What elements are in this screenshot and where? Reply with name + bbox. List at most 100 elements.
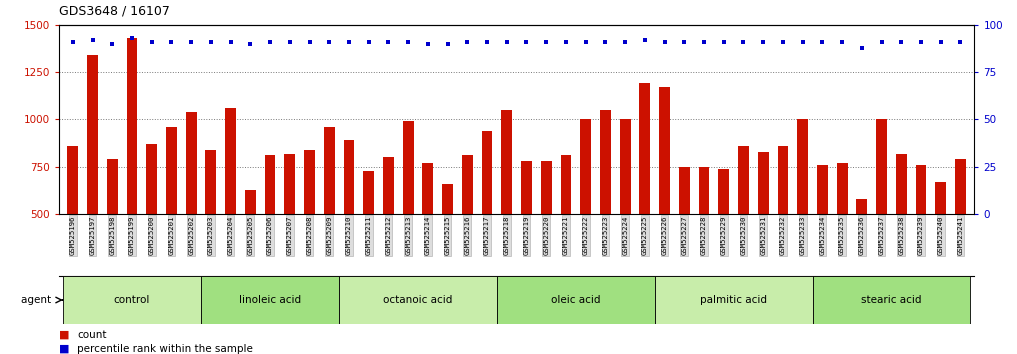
Bar [541, 161, 551, 309]
Bar [797, 119, 809, 309]
Bar [640, 84, 650, 309]
Point [479, 39, 495, 45]
Point [301, 39, 317, 45]
Text: percentile rank within the sample: percentile rank within the sample [77, 344, 253, 354]
Text: GSM525201: GSM525201 [169, 215, 175, 255]
Text: GSM525229: GSM525229 [721, 215, 727, 255]
Point [815, 39, 831, 45]
Bar [600, 110, 611, 309]
Bar [758, 152, 769, 309]
Point [637, 37, 653, 43]
Point [755, 39, 771, 45]
Bar [718, 169, 729, 309]
Bar [619, 119, 631, 309]
Bar [323, 127, 335, 309]
Point [262, 39, 279, 45]
Bar [813, 276, 970, 324]
Text: GSM525213: GSM525213 [405, 215, 411, 255]
Bar [126, 38, 137, 309]
Point [439, 41, 456, 46]
Point [202, 39, 219, 45]
Text: ■: ■ [59, 330, 73, 339]
Text: GSM525237: GSM525237 [879, 215, 885, 255]
Bar [201, 276, 339, 324]
Text: GSM525216: GSM525216 [465, 215, 470, 255]
Text: GSM525206: GSM525206 [267, 215, 273, 255]
Bar [344, 140, 354, 309]
Bar [166, 127, 177, 309]
Bar [285, 154, 295, 309]
Text: GSM525228: GSM525228 [701, 215, 707, 255]
Bar [186, 112, 196, 309]
Bar [67, 146, 78, 309]
Bar [442, 184, 453, 309]
Text: GSM525236: GSM525236 [858, 215, 864, 255]
Text: count: count [77, 330, 107, 339]
Text: GSM525220: GSM525220 [543, 215, 549, 255]
Point [874, 39, 890, 45]
Point [242, 41, 258, 46]
Point [794, 39, 811, 45]
Bar [264, 155, 276, 309]
Text: GSM525231: GSM525231 [761, 215, 766, 255]
Text: GSM525217: GSM525217 [484, 215, 490, 255]
Point [617, 39, 634, 45]
Point [716, 39, 732, 45]
Text: palmitic acid: palmitic acid [700, 295, 767, 305]
Bar [87, 55, 98, 309]
Text: GSM525198: GSM525198 [109, 215, 115, 255]
Bar [560, 155, 572, 309]
Point [341, 39, 357, 45]
Text: control: control [114, 295, 151, 305]
Text: linoleic acid: linoleic acid [239, 295, 301, 305]
Bar [817, 165, 828, 309]
Text: stearic acid: stearic acid [861, 295, 921, 305]
Text: GSM525227: GSM525227 [681, 215, 687, 255]
Point [597, 39, 613, 45]
Point [933, 39, 949, 45]
Point [282, 39, 298, 45]
Text: GSM525199: GSM525199 [129, 215, 135, 255]
Bar [896, 154, 907, 309]
Text: GSM525238: GSM525238 [898, 215, 904, 255]
Bar [403, 121, 414, 309]
Point [519, 39, 535, 45]
Text: GSM525233: GSM525233 [799, 215, 805, 255]
Bar [245, 189, 255, 309]
Text: GSM525241: GSM525241 [957, 215, 963, 255]
Text: GSM525197: GSM525197 [89, 215, 96, 255]
Text: GSM525200: GSM525200 [148, 215, 155, 255]
Point [84, 37, 101, 43]
Text: GSM525215: GSM525215 [444, 215, 451, 255]
Text: GSM525234: GSM525234 [820, 215, 826, 255]
Text: GSM525218: GSM525218 [503, 215, 510, 255]
Bar [679, 167, 690, 309]
Text: GSM525222: GSM525222 [583, 215, 589, 255]
Text: octanoic acid: octanoic acid [383, 295, 453, 305]
Bar [738, 146, 749, 309]
Text: GDS3648 / 16107: GDS3648 / 16107 [59, 4, 170, 17]
Bar [778, 146, 788, 309]
Point [65, 39, 81, 45]
Text: GSM525202: GSM525202 [188, 215, 194, 255]
Point [380, 39, 397, 45]
Text: ■: ■ [59, 344, 73, 354]
Bar [936, 182, 946, 309]
Bar [837, 163, 847, 309]
Bar [915, 165, 926, 309]
Text: GSM525210: GSM525210 [346, 215, 352, 255]
Point [460, 39, 476, 45]
Point [321, 39, 338, 45]
Bar [462, 155, 473, 309]
Point [124, 35, 140, 41]
Point [104, 41, 120, 46]
Bar [383, 157, 394, 309]
Text: GSM525225: GSM525225 [642, 215, 648, 255]
Text: GSM525224: GSM525224 [622, 215, 629, 255]
Text: GSM525203: GSM525203 [207, 215, 214, 255]
Text: GSM525212: GSM525212 [385, 215, 392, 255]
Text: GSM525232: GSM525232 [780, 215, 786, 255]
Point [893, 39, 909, 45]
Text: GSM525208: GSM525208 [306, 215, 312, 255]
Bar [581, 119, 591, 309]
